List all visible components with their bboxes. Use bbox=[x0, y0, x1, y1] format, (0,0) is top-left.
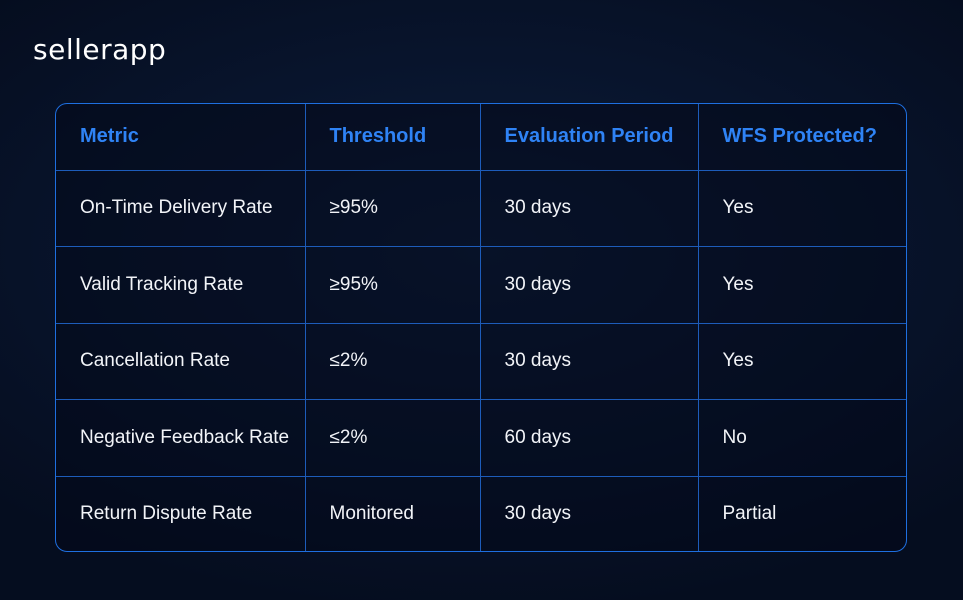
table-header-row: Metric Threshold Evaluation Period WFS P… bbox=[56, 104, 906, 171]
table-row: On-Time Delivery Rate ≥95% 30 days Yes bbox=[56, 170, 906, 248]
threshold-cell: ≥95% bbox=[305, 170, 481, 248]
metrics-table-container: Metric Threshold Evaluation Period WFS P… bbox=[55, 103, 907, 552]
metric-cell: Valid Tracking Rate bbox=[56, 246, 306, 324]
metrics-table: Metric Threshold Evaluation Period WFS P… bbox=[56, 104, 906, 551]
wfs-protected-cell: Partial bbox=[722, 502, 777, 524]
wfs-protected-cell: Yes bbox=[698, 323, 906, 401]
evaluation-period-cell: 30 days bbox=[480, 246, 699, 324]
wfs-protected-cell: No bbox=[698, 399, 906, 477]
threshold-cell: Monitored bbox=[305, 476, 481, 551]
evaluation-period-cell: 60 days bbox=[480, 399, 699, 477]
table-row: Valid Tracking Rate ≥95% 30 days Yes bbox=[56, 246, 906, 324]
header-metric: Metric bbox=[56, 104, 306, 171]
table-row: Negative Feedback Rate ≤2% 60 days No bbox=[56, 399, 906, 477]
metric-cell: Cancellation Rate bbox=[56, 323, 306, 401]
threshold-cell: ≤2% bbox=[305, 323, 481, 401]
threshold-cell: ≥95% bbox=[305, 246, 481, 324]
evaluation-period-cell: 30 days bbox=[480, 170, 699, 248]
table-row: Return Dispute Rate Monitored 30 days Pa… bbox=[56, 476, 906, 551]
sellerapp-logo: sellerapp bbox=[33, 33, 167, 66]
header-evaluation-period: Evaluation Period bbox=[480, 104, 699, 171]
header-threshold: Threshold bbox=[305, 104, 481, 171]
table-row: Cancellation Rate ≤2% 30 days Yes bbox=[56, 323, 906, 401]
wfs-protected-cell: Yes bbox=[698, 246, 906, 324]
threshold-cell: ≤2% bbox=[305, 399, 481, 477]
wfs-protected-cell: Yes bbox=[698, 170, 906, 248]
metric-cell: Negative Feedback Rate bbox=[56, 399, 306, 477]
header-wfs-protected: WFS Protected? bbox=[698, 104, 906, 171]
metric-cell: On-Time Delivery Rate bbox=[56, 170, 306, 248]
metric-cell: Return Dispute Rate bbox=[56, 476, 306, 551]
evaluation-period-cell: 30 days bbox=[480, 476, 699, 551]
evaluation-period-cell: 30 days bbox=[480, 323, 699, 401]
